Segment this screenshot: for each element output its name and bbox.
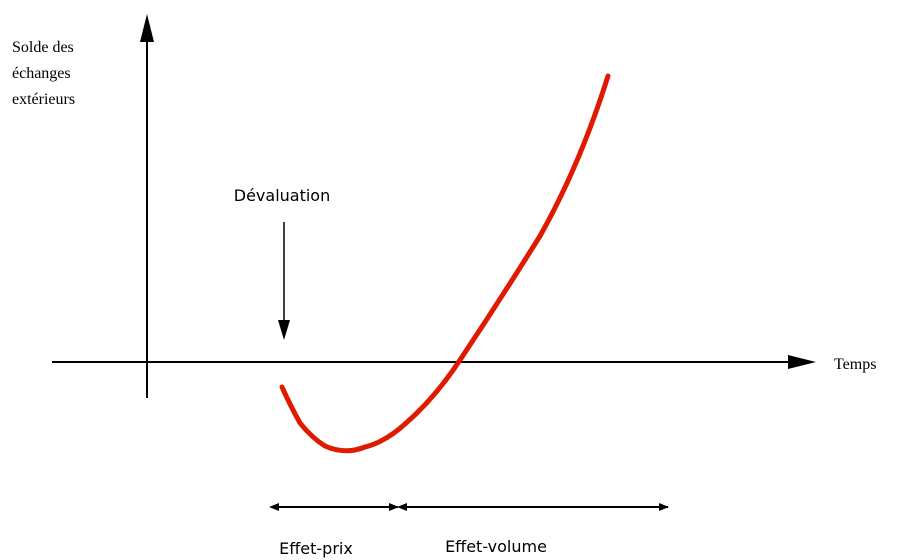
phase-label: Effet-prix — [279, 539, 353, 558]
x-axis-arrow — [788, 355, 816, 369]
y-axis-arrow — [140, 14, 154, 42]
y-axis-label: échanges — [12, 65, 71, 82]
phase-label: Effet-volume — [445, 537, 547, 556]
event-label: Dévaluation — [234, 186, 330, 205]
y-axis-label: extérieurs — [12, 91, 75, 108]
event-arrow-head — [278, 320, 290, 340]
y-axis-label: Solde des — [12, 39, 74, 56]
j-curve — [279, 73, 611, 454]
x-axis-label: Temps — [834, 356, 876, 373]
